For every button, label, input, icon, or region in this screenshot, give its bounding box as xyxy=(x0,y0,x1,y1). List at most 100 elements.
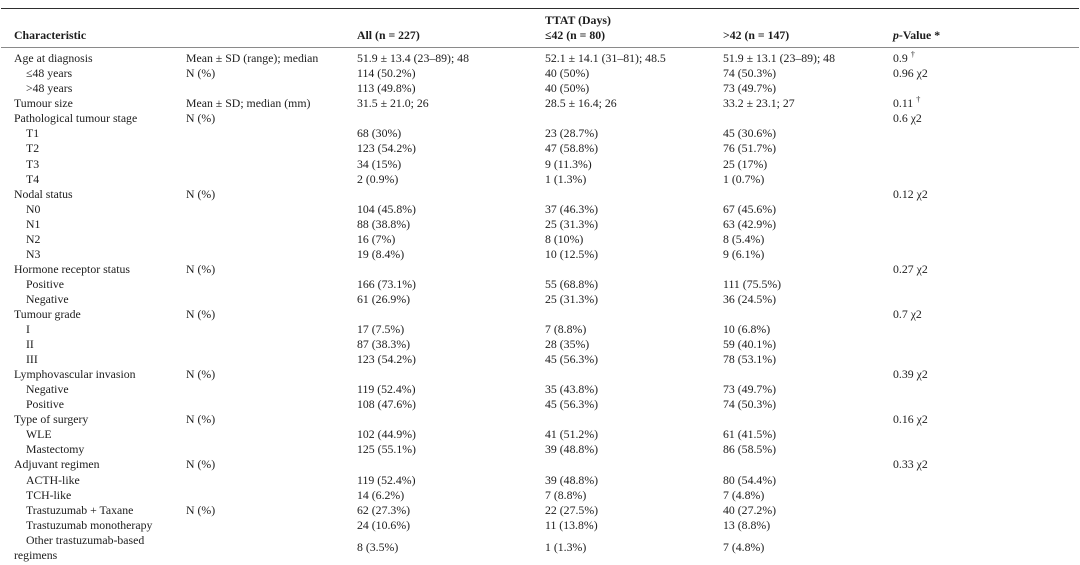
table-header: TTAT (Days) Characteristic All (n = 227)… xyxy=(0,9,1080,47)
dagger-superscript: † xyxy=(910,49,915,60)
cell-le42 xyxy=(545,111,723,126)
cell-characteristic: >48 years xyxy=(26,81,73,96)
cell-le42 xyxy=(545,457,723,472)
cell-gt42: 7 (4.8%) xyxy=(723,487,765,502)
cell-characteristic: Hormone receptor status xyxy=(14,261,130,276)
cell-gt42 xyxy=(723,457,893,472)
cell-all: 123 (54.2%) xyxy=(357,141,416,156)
cell-le42: 52.1 ± 14.1 (31–81); 48.5 xyxy=(545,51,666,66)
cell-pvalue: 0.6 χ2 xyxy=(893,111,922,126)
table-row: T3 34 (15%) 9 (11.3%) 25 (17%) xyxy=(14,157,1074,172)
table-row: Pathological tumour stage N (%) 0.6 χ2 xyxy=(14,111,1074,126)
cell-gt42: 73 (49.7%) xyxy=(723,382,777,397)
table-row: Positive 166 (73.1%) 55 (68.8%) 111 (75.… xyxy=(14,277,1074,292)
cell-pvalue: 0.7 χ2 xyxy=(893,306,922,321)
cell-all: 8 (3.5%) xyxy=(357,540,399,555)
cell-all: 108 (47.6%) xyxy=(357,397,416,412)
cell-measure xyxy=(186,232,357,247)
cell-measure xyxy=(186,518,357,533)
cell-pvalue xyxy=(893,427,1074,442)
header-gt42: >42 (n = 147) xyxy=(723,27,790,42)
cell-pvalue: 0.27 χ2 xyxy=(893,261,928,276)
cell-le42: 37 (46.3%) xyxy=(545,201,599,216)
table-row: T4 2 (0.9%) 1 (1.3%) 1 (0.7%) xyxy=(14,172,1074,187)
cell-pvalue xyxy=(893,503,1074,518)
cell-all xyxy=(357,111,545,126)
table-row: Trastuzumab monotherapy 24 (10.6%) 11 (1… xyxy=(14,518,1074,533)
cell-pvalue: 0.12 χ2 xyxy=(893,186,928,201)
cell-measure xyxy=(186,337,357,352)
cell-characteristic: Type of surgery xyxy=(14,412,89,427)
cell-characteristic: WLE xyxy=(26,427,52,442)
cell-all: 87 (38.3%) xyxy=(357,337,411,352)
cell-gt42: 36 (24.5%) xyxy=(723,291,777,306)
cell-gt42 xyxy=(723,307,893,322)
cell-measure xyxy=(186,217,357,232)
cell-le42: 41 (51.2%) xyxy=(545,427,599,442)
header-all: All (n = 227) xyxy=(357,27,420,42)
cell-gt42 xyxy=(723,111,893,126)
cell-pvalue xyxy=(893,382,1074,397)
cell-le42 xyxy=(545,262,723,277)
table-row: N0 104 (45.8%) 37 (46.3%) 67 (45.6%) xyxy=(14,202,1074,217)
cell-le42: 7 (8.8%) xyxy=(545,487,587,502)
cell-all: 119 (52.4%) xyxy=(357,472,416,487)
cell-measure xyxy=(186,247,357,262)
cell-measure xyxy=(186,382,357,397)
header-spacer xyxy=(893,13,1074,28)
cell-measure: N (%) xyxy=(186,186,216,201)
cell-gt42: 61 (41.5%) xyxy=(723,427,777,442)
cell-characteristic: Mastectomy xyxy=(26,442,85,457)
cell-measure: N (%) xyxy=(186,66,216,81)
cell-gt42: 45 (30.6%) xyxy=(723,126,777,141)
cell-characteristic: Negative xyxy=(26,382,69,397)
cell-gt42: 67 (45.6%) xyxy=(723,201,777,216)
cell-all xyxy=(357,187,545,202)
cell-characteristic: Tumour grade xyxy=(14,306,81,321)
cell-pvalue xyxy=(893,126,1074,141)
cell-all xyxy=(357,262,545,277)
cell-measure xyxy=(186,352,357,367)
cell-measure xyxy=(186,141,357,156)
cell-characteristic: Lymphovascular invasion xyxy=(14,367,136,382)
cell-measure xyxy=(186,322,357,337)
cell-measure xyxy=(186,427,357,442)
cell-gt42: 80 (54.4%) xyxy=(723,472,777,487)
cell-characteristic: TCH-like xyxy=(26,487,72,502)
cell-all: 125 (55.1%) xyxy=(357,442,416,457)
cell-measure xyxy=(186,292,357,307)
cell-pvalue xyxy=(893,337,1074,352)
header-spacer xyxy=(186,13,357,28)
cell-le42: 45 (56.3%) xyxy=(545,397,599,412)
cell-measure: Mean ± SD (range); median xyxy=(186,51,319,66)
cell-all: 123 (54.2%) xyxy=(357,352,416,367)
cell-gt42: 63 (42.9%) xyxy=(723,216,777,231)
cell-pvalue xyxy=(893,157,1074,172)
cell-le42: 55 (68.8%) xyxy=(545,276,599,291)
cell-gt42: 25 (17%) xyxy=(723,156,768,171)
cell-gt42: 33.2 ± 23.1; 27 xyxy=(723,96,795,111)
cell-measure xyxy=(186,442,357,457)
cell-measure: Mean ± SD; median (mm) xyxy=(186,96,311,111)
cell-le42: 39 (48.8%) xyxy=(545,472,599,487)
cell-gt42: 59 (40.1%) xyxy=(723,337,777,352)
cell-gt42: 10 (6.8%) xyxy=(723,322,771,337)
cell-characteristic: Trastuzumab + Taxane xyxy=(26,502,134,517)
cell-measure: N (%) xyxy=(186,502,216,517)
cell-le42: 22 (27.5%) xyxy=(545,502,599,517)
cell-characteristic: Age at diagnosis xyxy=(14,51,93,66)
table-row: Tumour grade N (%) 0.7 χ2 xyxy=(14,307,1074,322)
cell-pvalue xyxy=(893,141,1074,156)
table-row: Tumour size Mean ± SD; median (mm) 31.5 … xyxy=(14,95,1074,111)
table-row: III 123 (54.2%) 45 (56.3%) 78 (53.1%) xyxy=(14,352,1074,367)
cell-gt42 xyxy=(723,412,893,427)
cell-le42: 45 (56.3%) xyxy=(545,352,599,367)
cell-all: 62 (27.3%) xyxy=(357,502,411,517)
cell-le42 xyxy=(545,412,723,427)
table-row: Positive 108 (47.6%) 45 (56.3%) 74 (50.3… xyxy=(14,397,1074,412)
header-spacer xyxy=(357,13,545,28)
cell-le42: 7 (8.8%) xyxy=(545,322,587,337)
cell-gt42: 74 (50.3%) xyxy=(723,397,777,412)
cell-le42: 25 (31.3%) xyxy=(545,291,599,306)
